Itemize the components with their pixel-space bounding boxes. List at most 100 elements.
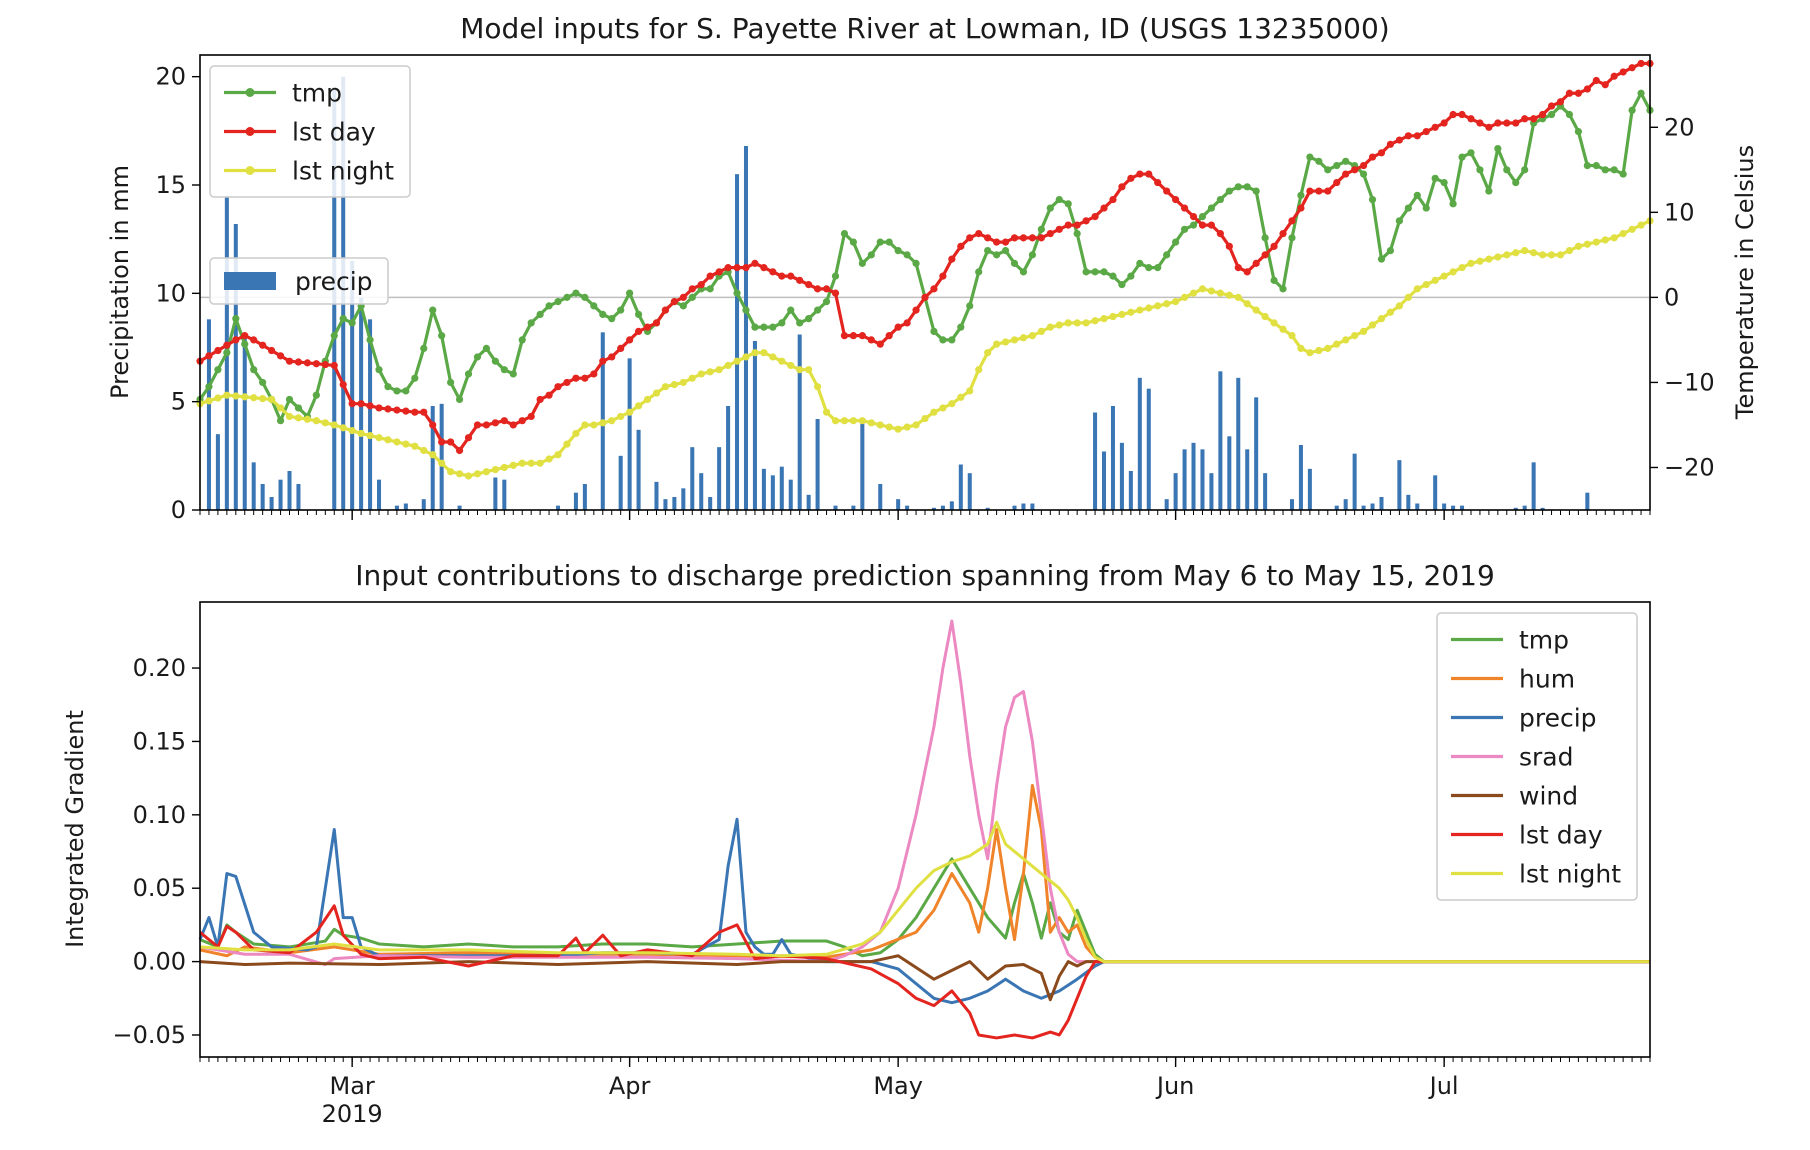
series-marker: [581, 421, 589, 429]
series-marker: [1530, 249, 1538, 257]
series-line-lst-night: [199, 219, 1651, 478]
series-marker: [885, 423, 893, 431]
series-marker: [608, 353, 616, 361]
bottom-y-axis: −0.05 0.00 0.05 0.10 0.15 0.20: [112, 654, 200, 1049]
series-marker: [509, 461, 517, 469]
series-marker: [1136, 170, 1144, 178]
series-marker: [1100, 268, 1108, 276]
series-marker: [1547, 251, 1556, 259]
precip-bar: [1245, 449, 1250, 510]
series-marker: [312, 360, 320, 368]
series-marker: [796, 276, 804, 284]
top-series-lines: [196, 59, 1654, 480]
series-marker: [1342, 170, 1350, 178]
series-marker: [975, 366, 983, 374]
series-marker: [232, 336, 240, 344]
legend-marker: [245, 88, 255, 97]
precip-bar: [1209, 473, 1214, 510]
series-marker: [1619, 68, 1627, 76]
precip-bar: [350, 260, 355, 510]
series-marker: [742, 264, 750, 272]
bottom-chart: Input contributions to discharge predict…: [61, 559, 1651, 1128]
series-marker: [966, 302, 974, 310]
precip-bar: [672, 497, 677, 510]
series-marker: [813, 383, 822, 391]
bottom-series-lines: [198, 619, 1650, 1040]
series-marker: [1574, 89, 1582, 97]
series-marker: [679, 302, 687, 310]
precip-bar: [743, 146, 749, 510]
series-marker: [294, 414, 303, 422]
series-marker: [1154, 264, 1162, 272]
series-marker: [1351, 332, 1359, 340]
precip-bar: [403, 503, 408, 510]
series-marker: [1422, 127, 1430, 136]
precip-bar: [1200, 449, 1205, 510]
series-marker: [473, 421, 482, 429]
series-marker: [250, 366, 258, 374]
series-marker: [1476, 119, 1484, 127]
precip-bar: [493, 477, 498, 510]
precip-bar: [949, 501, 954, 510]
series-marker: [1306, 153, 1314, 161]
series-marker: [1324, 166, 1332, 174]
series-marker: [1109, 272, 1117, 280]
series-marker: [921, 293, 929, 301]
series-marker: [849, 238, 857, 246]
precip-bar: [1460, 505, 1465, 510]
precip-bar: [779, 466, 784, 510]
precip-bar: [1361, 505, 1366, 510]
series-marker: [1225, 242, 1233, 250]
series-marker: [822, 408, 831, 416]
series-marker: [1503, 166, 1511, 174]
series-marker: [536, 395, 544, 404]
series-marker: [241, 393, 249, 401]
series-marker: [1288, 217, 1296, 225]
series-marker: [250, 336, 258, 344]
series-marker: [1010, 336, 1019, 344]
series-marker: [1279, 325, 1287, 333]
series-marker: [1064, 319, 1072, 327]
series-marker: [608, 315, 616, 323]
series-marker: [840, 332, 849, 340]
series-marker: [1127, 272, 1135, 280]
series-marker: [241, 332, 249, 340]
series-marker: [1512, 178, 1520, 187]
series-marker: [1610, 234, 1618, 242]
series-marker: [205, 397, 213, 405]
series-marker: [509, 421, 517, 429]
series-marker: [438, 332, 446, 340]
series-marker: [661, 383, 670, 391]
series-marker: [1207, 204, 1216, 212]
precip-bar: [287, 471, 292, 510]
series-marker: [1583, 240, 1591, 248]
series-marker: [1073, 319, 1081, 327]
series-marker: [285, 412, 294, 421]
series-marker: [626, 289, 634, 297]
precip-bar: [1254, 397, 1259, 510]
series-marker: [223, 341, 231, 349]
series-marker: [545, 302, 553, 310]
series-marker: [1037, 327, 1045, 336]
series-marker: [1270, 276, 1278, 284]
series-marker: [1270, 242, 1278, 250]
series-marker: [1601, 166, 1609, 174]
series-marker: [1001, 238, 1010, 246]
y-tick-label: 15: [155, 171, 186, 199]
precip-bar: [1218, 371, 1223, 510]
series-marker: [527, 459, 535, 467]
series-marker: [1556, 251, 1565, 259]
series-marker: [1458, 264, 1466, 272]
legend-box: [1436, 612, 1638, 901]
series-marker: [1503, 251, 1511, 259]
x-tick-label: Jul: [1428, 1072, 1459, 1100]
series-marker: [1628, 106, 1636, 114]
series-marker: [643, 395, 652, 404]
series-marker: [420, 408, 428, 416]
series-marker: [232, 392, 240, 400]
precip-bar: [1110, 406, 1115, 510]
series-marker: [590, 370, 598, 378]
series-marker: [769, 353, 777, 361]
legend-label: tmp: [292, 79, 342, 108]
top-legend-precip: precip: [209, 257, 389, 305]
